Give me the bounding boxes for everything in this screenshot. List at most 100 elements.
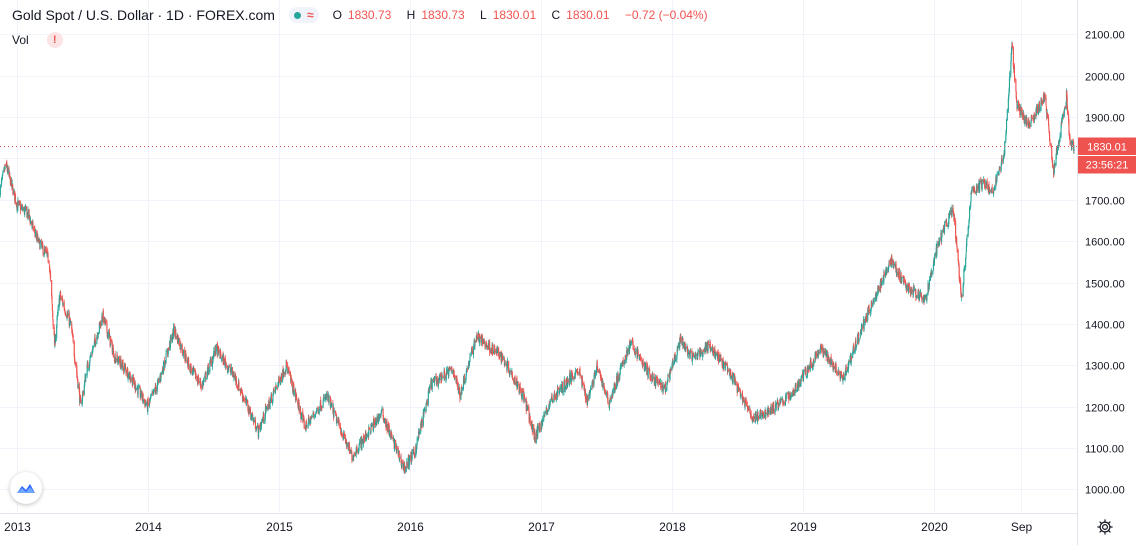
warning-icon[interactable]: ! — [46, 32, 63, 48]
candle — [728, 369, 730, 372]
candle — [99, 321, 101, 325]
candle — [828, 356, 830, 365]
candle — [701, 349, 703, 355]
candle — [481, 334, 484, 347]
candle — [1059, 132, 1061, 143]
y-tick-label: 1000.00 — [1085, 485, 1125, 497]
candle — [1006, 108, 1008, 121]
candle — [1054, 162, 1056, 169]
candle — [225, 362, 227, 368]
candle — [923, 294, 925, 303]
gear-icon[interactable] — [1096, 518, 1114, 536]
candle — [582, 382, 584, 386]
symbol-legend[interactable]: Gold Spot / U.S. Dollar · 1D · FOREX.com… — [12, 7, 714, 23]
candle — [803, 368, 805, 376]
time-axis[interactable]: 2013 2014 2015 2016 2017 2018 2019 2020 Sep — [4, 520, 1032, 534]
low-value: 1830.01 — [492, 8, 537, 22]
candle — [57, 304, 59, 317]
candle — [695, 352, 697, 361]
candle — [790, 391, 792, 398]
high-label: H — [406, 8, 416, 22]
candle — [185, 353, 187, 363]
candle — [178, 337, 180, 344]
market-status-pill[interactable]: ≈ — [288, 7, 319, 23]
candle — [429, 384, 431, 394]
candle — [640, 356, 642, 362]
candle — [265, 405, 268, 410]
candle — [77, 382, 79, 389]
candle — [137, 384, 140, 390]
candle — [1047, 113, 1050, 126]
candle — [489, 348, 491, 355]
symbol-title[interactable]: Gold Spot / U.S. Dollar · 1D · FOREX.com — [12, 7, 275, 23]
tradingview-logo-icon[interactable] — [10, 472, 42, 504]
candle — [117, 355, 119, 365]
candle — [401, 459, 403, 464]
candle — [707, 340, 710, 345]
candle — [145, 402, 147, 407]
candle — [107, 329, 109, 341]
candle — [215, 343, 217, 355]
candle — [45, 246, 47, 254]
candle — [391, 433, 393, 439]
candle — [254, 416, 256, 430]
candle — [509, 367, 511, 376]
candle — [1015, 78, 1017, 93]
candle — [1039, 106, 1041, 113]
candle — [1046, 112, 1049, 119]
candle — [527, 405, 529, 411]
candle — [745, 396, 747, 407]
candle — [722, 360, 725, 371]
candle — [666, 381, 668, 392]
candle — [132, 374, 134, 385]
candle — [260, 418, 263, 430]
candle — [293, 390, 295, 397]
volume-legend[interactable]: Vol ! — [12, 32, 63, 48]
candle — [959, 275, 961, 284]
candle — [1051, 156, 1054, 169]
candle — [48, 259, 50, 265]
candle — [765, 412, 767, 415]
candle — [255, 425, 258, 431]
candle — [200, 384, 202, 392]
candle — [808, 364, 810, 370]
candle — [456, 379, 458, 391]
x-tick-label: 2015 — [266, 520, 293, 534]
candle — [464, 378, 466, 385]
candle — [534, 436, 536, 444]
candle — [507, 357, 509, 368]
candle — [228, 364, 230, 368]
candle — [39, 242, 41, 250]
price-axis[interactable]: 1000.00 1100.00 1200.00 1300.00 1400.00 1500.… — [1085, 0, 1125, 497]
candle — [938, 237, 941, 246]
candle — [846, 370, 848, 376]
candle — [286, 359, 288, 368]
candle — [758, 415, 760, 421]
candle — [426, 399, 428, 407]
candle — [87, 360, 89, 369]
candle — [685, 347, 687, 353]
candle — [1004, 140, 1006, 157]
candle — [717, 352, 720, 365]
candle — [517, 381, 519, 390]
candle — [42, 245, 44, 257]
candle — [584, 388, 586, 404]
candle — [1026, 121, 1028, 126]
candle — [461, 386, 463, 391]
last-price-tag: 1830.01 23:56:21 — [1078, 137, 1136, 174]
candle — [965, 252, 967, 260]
candle — [346, 442, 348, 448]
y-tick-label: 1300.00 — [1085, 361, 1125, 373]
candle — [932, 270, 934, 275]
candle — [843, 376, 845, 381]
candle — [1061, 113, 1064, 119]
candle — [848, 360, 850, 362]
candle — [459, 391, 461, 403]
candle — [943, 220, 946, 235]
candle — [953, 213, 956, 226]
candle — [276, 387, 278, 390]
y-tick-label: 1400.00 — [1085, 320, 1125, 332]
candle — [1009, 70, 1011, 82]
candle — [263, 419, 265, 424]
